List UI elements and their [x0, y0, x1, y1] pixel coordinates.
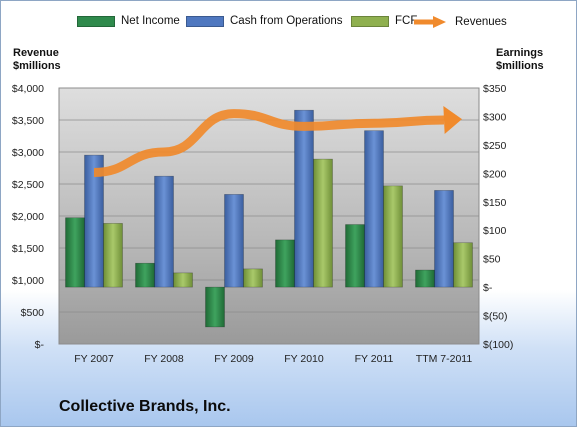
right-tick-label: $300	[483, 111, 507, 123]
legend-arrow-revenues	[414, 16, 446, 28]
left-tick-label: $1,500	[12, 243, 44, 255]
legend-item-net-income: Net Income	[77, 15, 180, 27]
right-tick-label: $-	[483, 282, 493, 294]
left-tick-label: $1,000	[12, 275, 44, 287]
left-axis-ticks: $- $500 $1,000 $1,500 $2,000 $2,500 $3,000 $3,5…	[12, 83, 45, 351]
fcf-bar	[313, 158, 333, 288]
left-tick-label: $3,000	[12, 147, 44, 159]
right-tick-label: $250	[483, 140, 507, 152]
right-tick-label: $(50)	[483, 311, 508, 323]
cash-from-operations-bar	[224, 194, 244, 288]
left-axis-title: Revenue $millions	[13, 47, 61, 73]
cash-from-operations-bar	[154, 175, 174, 288]
net-income-bar	[415, 269, 435, 288]
right-tick-label: $350	[483, 83, 507, 95]
x-tick-label: FY 2009	[214, 353, 254, 365]
right-tick-label: $50	[483, 254, 501, 266]
right-axis-ticks: $(100) $(50) $- $50 $100 $150 $200 $250 $300 $350	[483, 83, 513, 351]
legend-label-revenues: Revenues	[455, 16, 507, 28]
left-tick-label: $2,000	[12, 211, 44, 223]
x-tick-label: FY 2011	[355, 353, 394, 365]
right-axis-title-line1: Earnings	[496, 47, 544, 59]
company-name: Collective Brands, Inc.	[59, 398, 231, 415]
left-tick-label: $500	[21, 307, 45, 319]
legend: Net Income Cash from Operations FCF Reve…	[1, 15, 576, 35]
cash-from-operations-bar	[294, 109, 314, 288]
legend-item-cash-from-operations: Cash from Operations	[186, 15, 343, 27]
x-tick-label: FY 2008	[144, 353, 184, 365]
fcf-bar	[103, 223, 123, 288]
legend-swatch-cash-from-operations	[186, 15, 224, 27]
x-tick-label: FY 2010	[284, 353, 324, 365]
legend-swatch-net-income	[77, 15, 115, 27]
left-tick-label: $2,500	[12, 179, 44, 191]
x-axis-ticks: FY 2007 FY 2008 FY 2009 FY 2010 FY 2011 TTM 7…	[74, 353, 472, 365]
legend-label-net-income: Net Income	[121, 15, 180, 27]
left-axis-title-line1: Revenue	[13, 47, 59, 59]
right-axis-title-line2: $millions	[496, 60, 544, 72]
net-income-bar	[135, 262, 155, 288]
revenues-arrowhead	[443, 106, 462, 134]
right-tick-label: $150	[483, 197, 507, 209]
revenues-line	[93, 109, 445, 177]
net-income-bar	[345, 224, 365, 288]
fcf-bar	[243, 268, 263, 288]
cash-from-operations-bar	[364, 130, 384, 288]
legend-label-cash-from-operations: Cash from Operations	[230, 15, 343, 27]
legend-item-revenues: Revenues	[413, 15, 507, 29]
right-tick-label: $200	[483, 168, 507, 180]
cash-from-operations-bar	[84, 154, 104, 288]
fcf-bar	[453, 242, 473, 288]
left-axis-title-line2: $millions	[13, 60, 61, 72]
net-income-bar	[65, 217, 85, 288]
bars	[65, 109, 473, 328]
fcf-bar	[383, 185, 403, 288]
legend-swatch-fcf	[351, 15, 389, 27]
revenues-line-group	[93, 106, 462, 177]
right-axis-title: Earnings $millions	[496, 47, 544, 73]
left-tick-label: $-	[35, 339, 45, 351]
net-income-bar	[205, 286, 225, 328]
cash-from-operations-bar	[434, 190, 454, 288]
right-tick-label: $100	[483, 225, 507, 237]
net-income-bar	[275, 239, 295, 288]
x-tick-label: FY 2007	[74, 353, 114, 365]
left-tick-label: $4,000	[12, 83, 44, 95]
right-tick-label: $(100)	[483, 339, 513, 351]
x-tick-label: TTM 7-2011	[416, 353, 473, 365]
legend-item-fcf: FCF	[351, 15, 417, 27]
legend-label-fcf: FCF	[395, 15, 418, 27]
fcf-bar	[173, 272, 193, 288]
left-tick-label: $3,500	[12, 115, 44, 127]
